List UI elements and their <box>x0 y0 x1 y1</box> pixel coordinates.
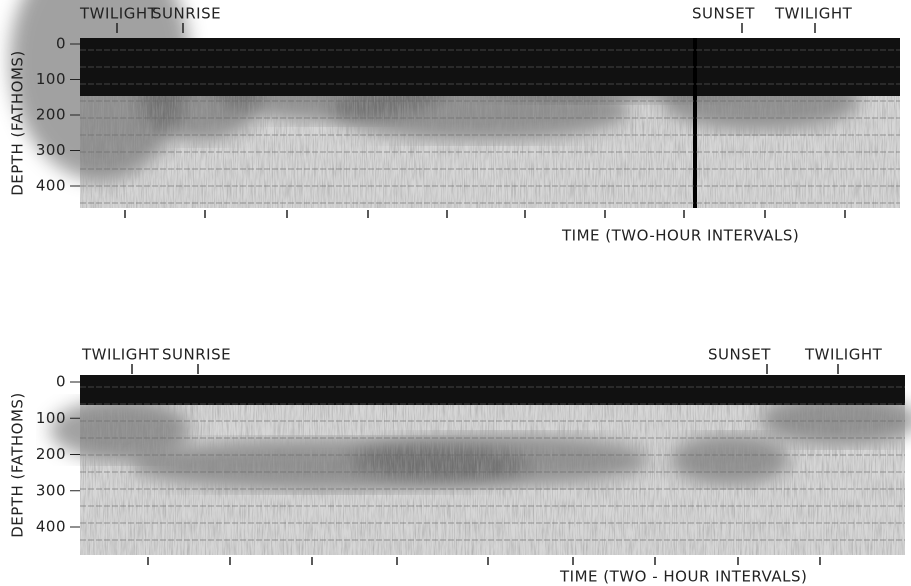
annotation: TWILIGHT <box>81 346 160 364</box>
y-tick-label: 0 <box>56 35 66 53</box>
y-tick-label: 300 <box>36 481 66 499</box>
surface-band <box>80 375 905 405</box>
annotation: TWILIGHT <box>79 5 158 23</box>
y-axis-label: DEPTH (FATHOMS) <box>9 50 27 196</box>
y-tick-label: 400 <box>36 518 66 536</box>
x-axis-label: TIME (TWO-HOUR INTERVALS) <box>561 227 799 245</box>
y-tick-label: 200 <box>36 445 66 463</box>
y-tick-label: 200 <box>36 106 66 124</box>
y-tick-label: 300 <box>36 141 66 159</box>
annotation: TWILIGHT <box>804 346 883 364</box>
y-tick-label: 100 <box>36 70 66 88</box>
y-tick-label: 0 <box>56 373 66 391</box>
annotation: SUNSET <box>692 5 755 23</box>
annotation: SUNSET <box>708 346 771 364</box>
annotation: SUNRISE <box>152 5 221 23</box>
sunset-mark <box>693 38 697 208</box>
annotation: SUNRISE <box>162 346 231 364</box>
y-tick-label: 100 <box>36 409 66 427</box>
y-tick-label: 400 <box>36 177 66 195</box>
x-axis-label: TIME (TWO - HOUR INTERVALS) <box>559 568 807 586</box>
annotation: TWILIGHT <box>774 5 853 23</box>
y-axis-label: DEPTH (FATHOMS) <box>9 392 27 538</box>
